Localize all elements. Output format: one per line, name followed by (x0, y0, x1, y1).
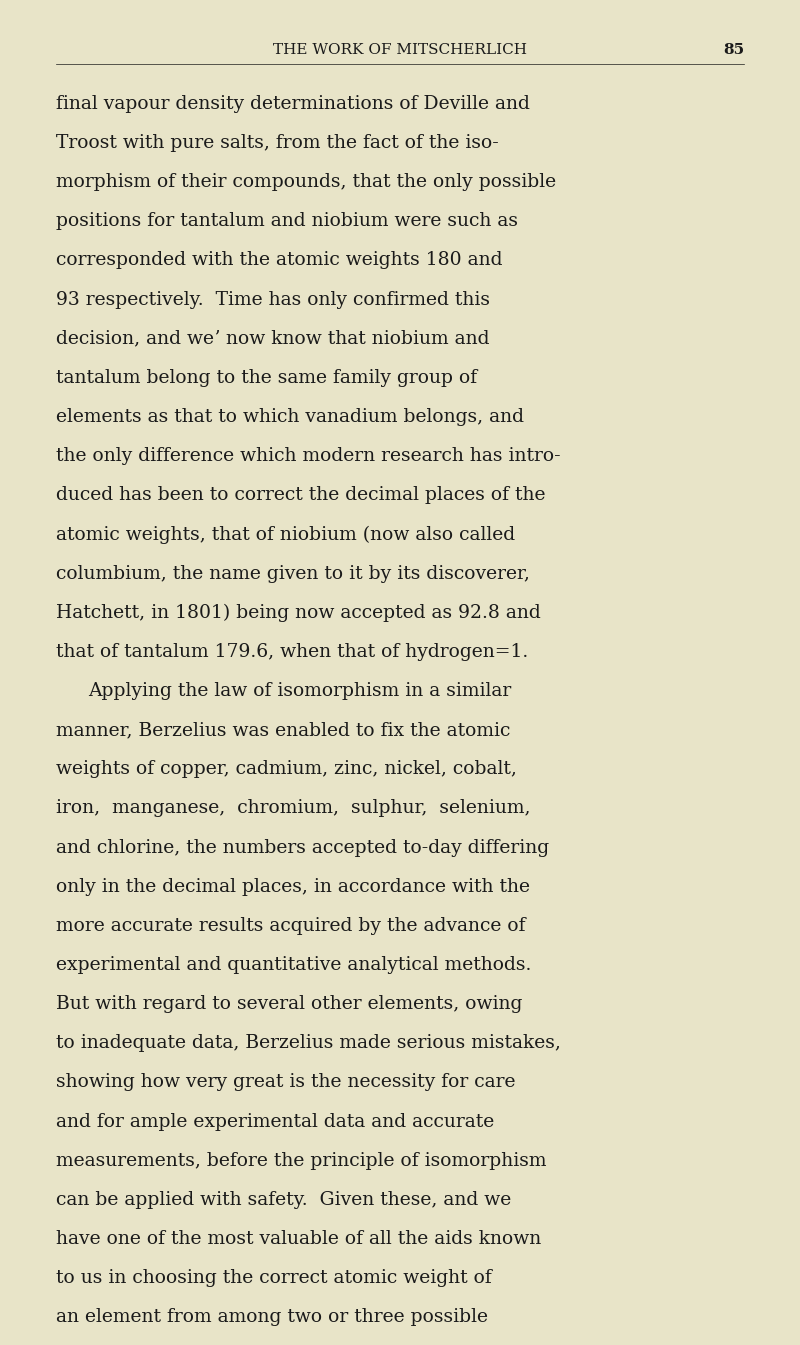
Text: morphism of their compounds, that the only possible: morphism of their compounds, that the on… (56, 174, 556, 191)
Text: and for ample experimental data and accurate: and for ample experimental data and accu… (56, 1112, 494, 1131)
Text: Troost with pure salts, from the fact of the iso-: Troost with pure salts, from the fact of… (56, 134, 498, 152)
Text: the only difference which modern research has intro-: the only difference which modern researc… (56, 447, 561, 465)
Text: manner, Berzelius was enabled to fix the atomic: manner, Berzelius was enabled to fix the… (56, 721, 510, 740)
Text: to inadequate data, Berzelius made serious mistakes,: to inadequate data, Berzelius made serio… (56, 1034, 561, 1052)
Text: 93 respectively.  Time has only confirmed this: 93 respectively. Time has only confirmed… (56, 291, 490, 308)
Text: can be applied with safety.  Given these, and we: can be applied with safety. Given these,… (56, 1190, 511, 1209)
Text: But with regard to several other elements, owing: But with regard to several other element… (56, 995, 522, 1013)
Text: showing how very great is the necessity for care: showing how very great is the necessity … (56, 1073, 515, 1091)
Text: duced has been to correct the decimal places of the: duced has been to correct the decimal pl… (56, 487, 546, 504)
Text: weights of copper, cadmium, zinc, nickel, cobalt,: weights of copper, cadmium, zinc, nickel… (56, 760, 517, 779)
Text: measurements, before the principle of isomorphism: measurements, before the principle of is… (56, 1151, 546, 1170)
Text: to us in choosing the correct atomic weight of: to us in choosing the correct atomic wei… (56, 1270, 492, 1287)
Text: an element from among two or three possible: an element from among two or three possi… (56, 1309, 488, 1326)
Text: Hatchett, in 1801) being now accepted as 92.8 and: Hatchett, in 1801) being now accepted as… (56, 604, 541, 621)
Text: positions for tantalum and niobium were such as: positions for tantalum and niobium were … (56, 213, 518, 230)
Text: Applying the law of isomorphism in a similar: Applying the law of isomorphism in a sim… (88, 682, 511, 699)
Text: more accurate results acquired by the advance of: more accurate results acquired by the ad… (56, 917, 526, 935)
Text: that of tantalum 179.6, when that of hydrogen=1.: that of tantalum 179.6, when that of hyd… (56, 643, 528, 660)
Text: tantalum belong to the same family group of: tantalum belong to the same family group… (56, 369, 477, 387)
Text: 85: 85 (723, 43, 744, 56)
Text: THE WORK OF MITSCHERLICH: THE WORK OF MITSCHERLICH (273, 43, 527, 56)
Text: columbium, the name given to it by its discoverer,: columbium, the name given to it by its d… (56, 565, 530, 582)
Text: decision, and weʼ now know that niobium and: decision, and weʼ now know that niobium … (56, 330, 490, 348)
Text: elements as that to which vanadium belongs, and: elements as that to which vanadium belon… (56, 408, 524, 426)
Text: corresponded with the atomic weights 180 and: corresponded with the atomic weights 180… (56, 252, 502, 269)
Text: and chlorine, the numbers accepted to-day differing: and chlorine, the numbers accepted to-da… (56, 839, 549, 857)
Text: experimental and quantitative analytical methods.: experimental and quantitative analytical… (56, 956, 531, 974)
Text: atomic weights, that of niobium (now also called: atomic weights, that of niobium (now als… (56, 526, 515, 543)
Text: iron,  manganese,  chromium,  sulphur,  selenium,: iron, manganese, chromium, sulphur, sele… (56, 799, 530, 818)
Text: final vapour density determinations of Deville and: final vapour density determinations of D… (56, 95, 530, 113)
Text: only in the decimal places, in accordance with the: only in the decimal places, in accordanc… (56, 878, 530, 896)
Text: have one of the most valuable of all the aids known: have one of the most valuable of all the… (56, 1231, 542, 1248)
